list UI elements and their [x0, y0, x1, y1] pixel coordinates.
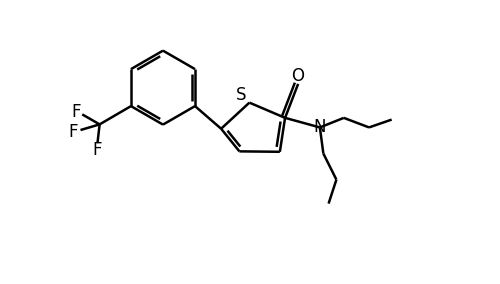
Text: O: O [292, 67, 304, 85]
Text: S: S [236, 86, 246, 104]
Text: F: F [92, 141, 102, 158]
Text: F: F [71, 103, 81, 121]
Text: N: N [314, 118, 326, 136]
Text: F: F [68, 123, 78, 141]
